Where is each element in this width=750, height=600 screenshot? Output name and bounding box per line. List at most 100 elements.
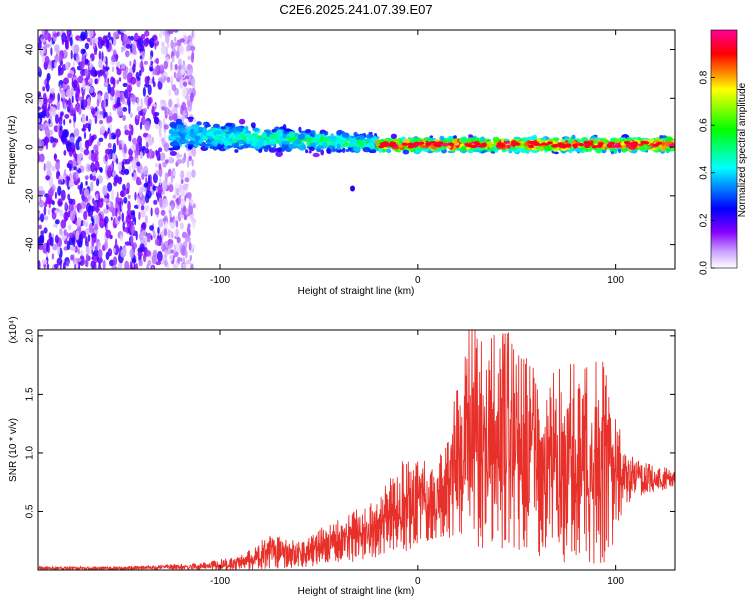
heatmap-cell bbox=[155, 57, 159, 65]
heatmap-cell bbox=[147, 139, 153, 146]
heatmap-cell bbox=[358, 142, 366, 147]
heatmap-cell bbox=[167, 248, 171, 253]
heatmap-cell bbox=[77, 184, 80, 190]
heatmap-cell bbox=[151, 265, 154, 269]
heatmap-cell bbox=[185, 106, 188, 114]
heatmap-cell bbox=[183, 205, 187, 213]
x-tick-label: -100 bbox=[210, 275, 230, 286]
heatmap-cell bbox=[130, 234, 134, 246]
heatmap-cell bbox=[77, 249, 80, 255]
heatmap-cell bbox=[336, 144, 341, 151]
heatmap-cell bbox=[137, 197, 141, 209]
heatmap-cell bbox=[466, 139, 473, 143]
heatmap-cell bbox=[65, 61, 70, 70]
heatmap-cell bbox=[83, 131, 87, 139]
heatmap-cell bbox=[350, 185, 355, 192]
heatmap-cell bbox=[40, 34, 45, 40]
heatmap-cell bbox=[68, 236, 75, 246]
heatmap-cell bbox=[83, 210, 88, 221]
heatmap-cell bbox=[501, 137, 504, 144]
heatmap-cell bbox=[174, 186, 177, 197]
heatmap-cell bbox=[498, 143, 505, 147]
heatmap-cell bbox=[85, 246, 92, 255]
heatmap-cell bbox=[282, 138, 290, 142]
heatmap-cell bbox=[46, 74, 50, 84]
heatmap-cell bbox=[102, 259, 106, 269]
heatmap-cell bbox=[184, 177, 189, 183]
heatmap-cell bbox=[138, 186, 143, 198]
heatmap-cell bbox=[186, 192, 192, 199]
heatmap-cell bbox=[362, 146, 371, 153]
heatmap-cell bbox=[308, 150, 312, 154]
heatmap-cell bbox=[171, 55, 175, 63]
heatmap-cell bbox=[181, 101, 186, 112]
heatmap-cell bbox=[87, 234, 91, 242]
heatmap-cell bbox=[106, 115, 113, 123]
heatmap-cell bbox=[452, 145, 457, 151]
heatmap-cell bbox=[124, 158, 131, 165]
heatmap-cell bbox=[294, 139, 301, 145]
heatmap-cell bbox=[76, 217, 82, 227]
heatmap-cell bbox=[90, 260, 96, 269]
heatmap-cell bbox=[181, 157, 186, 164]
heatmap-cell bbox=[69, 210, 75, 222]
heatmap-cell bbox=[471, 144, 478, 149]
heatmap-cell bbox=[120, 46, 124, 53]
heatmap-cell bbox=[429, 137, 436, 141]
heatmap-cell bbox=[181, 68, 185, 76]
heatmap-cell bbox=[43, 216, 49, 221]
heatmap-cell bbox=[79, 255, 85, 267]
heatmap-cell bbox=[134, 191, 137, 201]
heatmap-cell bbox=[112, 142, 117, 154]
heatmap-cell bbox=[120, 249, 127, 258]
heatmap-cell bbox=[301, 133, 305, 140]
heatmap-cell bbox=[52, 243, 58, 251]
heatmap-cell bbox=[53, 107, 57, 118]
heatmap-cell bbox=[94, 115, 98, 124]
heatmap-cell bbox=[140, 33, 146, 40]
heatmap-cell bbox=[311, 134, 315, 138]
heatmap-cell bbox=[43, 43, 47, 54]
heatmap-cell bbox=[97, 113, 103, 120]
heatmap-cell bbox=[150, 207, 153, 217]
heatmap-cell bbox=[104, 66, 110, 71]
heatmap-cell bbox=[127, 200, 131, 212]
heatmap-cell bbox=[138, 141, 143, 152]
heatmap-cell bbox=[130, 224, 135, 235]
y-tick-label: 1.5 bbox=[25, 387, 36, 401]
heatmap-cell bbox=[54, 61, 57, 69]
heatmap-cell bbox=[103, 208, 108, 214]
heatmap-cell bbox=[415, 137, 422, 142]
heatmap-cell bbox=[112, 97, 116, 107]
heatmap-cell bbox=[169, 254, 174, 262]
spectrogram-panel: -100 0 100 -40 -20 0 20 40 Height of straight … bbox=[7, 29, 676, 297]
heatmap-cell bbox=[105, 148, 111, 155]
heatmap-cell bbox=[503, 138, 510, 142]
colorbar: 0.0 0.2 0.4 0.6 0.8 Normalized spectral ampl… bbox=[699, 29, 748, 275]
heatmap-cell bbox=[59, 209, 64, 217]
heatmap-cell bbox=[131, 43, 136, 55]
heatmap-cell bbox=[88, 77, 93, 85]
heatmap-cell bbox=[210, 133, 215, 138]
heatmap-cell bbox=[138, 259, 143, 267]
heatmap-cell bbox=[58, 67, 64, 76]
heatmap-cell bbox=[538, 146, 544, 152]
figure-title: C2E6.2025.241.07.39.E07 bbox=[279, 2, 432, 17]
heatmap-cell bbox=[38, 199, 45, 208]
heatmap-cell bbox=[137, 251, 143, 257]
heatmap-cell bbox=[175, 118, 182, 125]
heatmap-cell bbox=[68, 198, 73, 205]
heatmap-cell bbox=[67, 224, 72, 231]
heatmap-cell bbox=[48, 129, 54, 136]
heatmap-cell bbox=[51, 166, 56, 172]
heatmap-cell bbox=[182, 81, 188, 87]
heatmap-cell bbox=[100, 197, 104, 203]
snr-panel: -100 0 100 0.5 1.0 1.5 2.0 Height of straight… bbox=[8, 316, 676, 597]
heatmap-cell bbox=[45, 160, 52, 172]
heatmap-cell bbox=[448, 142, 455, 146]
heatmap-cell bbox=[298, 126, 302, 133]
heatmap-cell bbox=[140, 66, 145, 73]
heatmap-cell bbox=[99, 167, 103, 173]
heatmap-cell bbox=[155, 65, 158, 76]
heatmap-cell bbox=[75, 230, 80, 241]
